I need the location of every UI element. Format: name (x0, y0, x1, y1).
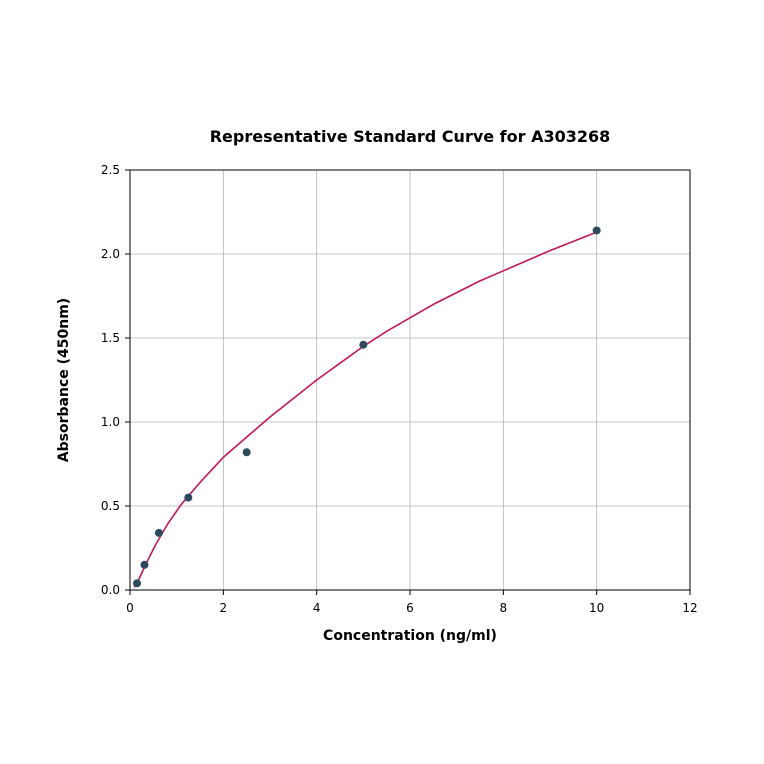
data-point (184, 494, 192, 502)
data-point (140, 561, 148, 569)
data-point (243, 448, 251, 456)
y-tick-label: 2.0 (101, 247, 120, 261)
x-tick-label: 6 (406, 601, 414, 615)
x-tick-label: 10 (589, 601, 604, 615)
y-tick-label: 1.0 (101, 415, 120, 429)
chart-title: Representative Standard Curve for A30326… (210, 127, 611, 146)
y-tick-label: 2.5 (101, 163, 120, 177)
data-point (359, 341, 367, 349)
data-point (133, 579, 141, 587)
data-point (155, 529, 163, 537)
y-tick-label: 0.0 (101, 583, 120, 597)
y-tick-label: 0.5 (101, 499, 120, 513)
y-tick-label: 1.5 (101, 331, 120, 345)
x-tick-label: 4 (313, 601, 321, 615)
x-tick-label: 8 (500, 601, 508, 615)
x-tick-label: 0 (126, 601, 134, 615)
x-tick-label: 12 (682, 601, 697, 615)
chart-background (0, 0, 764, 764)
chart-container: 0 2 4 6 8 10 12 0.0 0.5 1.0 1.5 2.0 2.5 Representativ… (0, 0, 764, 764)
standard-curve-chart: 0 2 4 6 8 10 12 0.0 0.5 1.0 1.5 2.0 2.5 Representativ… (0, 0, 764, 764)
x-axis-label: Concentration (ng/ml) (323, 628, 497, 644)
y-axis-label: Absorbance (450nm) (56, 298, 72, 462)
x-tick-label: 2 (220, 601, 228, 615)
data-point (593, 226, 601, 234)
